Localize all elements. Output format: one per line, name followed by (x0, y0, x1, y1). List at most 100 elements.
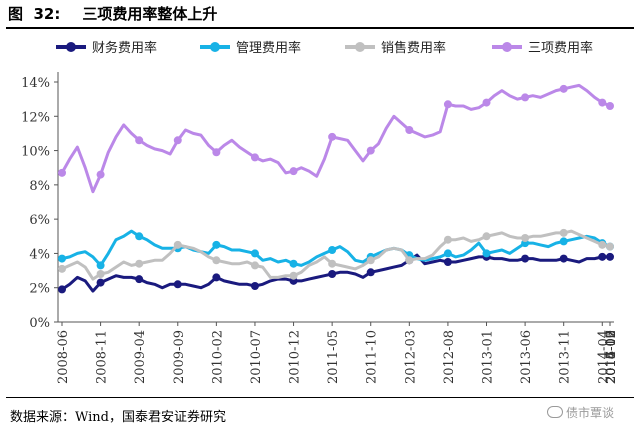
data-point (443, 258, 452, 266)
legend-label: 财务费用率 (92, 40, 157, 56)
data-point (521, 254, 530, 263)
x-tick-label: 2017-03 (604, 330, 619, 384)
data-point (96, 278, 105, 287)
legend-label: 三项费用率 (528, 40, 593, 56)
series-line (61, 229, 611, 267)
data-point (173, 136, 182, 145)
x-tick-label: 2015-12 (604, 330, 619, 384)
x-tick-label: 2010-07 (249, 330, 264, 384)
x-tick-label: 2014-09 (604, 330, 619, 384)
data-point (328, 259, 337, 268)
data-point (96, 270, 105, 278)
data-point (328, 246, 337, 254)
data-point (606, 102, 614, 110)
line-chart: 财务费用率 管理费用率 销售费用率 三项费用率 0% 2% 4% 6% 8% 10% 12% 14%… (21, 40, 619, 384)
x-tick-label: 2014-04 (596, 330, 611, 384)
series-line (60, 83, 611, 194)
data-point (443, 235, 452, 244)
data-point (173, 280, 182, 289)
data-point (212, 240, 221, 249)
data-point (559, 84, 568, 93)
data-point (559, 254, 568, 263)
y-tick-label: 6% (29, 213, 50, 228)
data-point (135, 275, 144, 284)
data-point (521, 93, 530, 102)
x-tick-label: 2013-01 (481, 330, 496, 384)
y-tick-label: 8% (29, 179, 50, 194)
data-point (58, 285, 66, 294)
data-point (58, 264, 66, 273)
legend-label: 管理费用率 (236, 40, 301, 56)
data-point (328, 270, 337, 278)
data-point (289, 167, 298, 176)
legend-item: 销售费用率 (345, 40, 446, 56)
x-tick-label: 2010-02 (210, 330, 225, 384)
series-group (58, 83, 614, 194)
x-tick-label: 2008-11 (95, 330, 110, 384)
data-point (598, 252, 607, 261)
data-point (482, 232, 491, 241)
x-tick-label: 2011-05 (326, 330, 341, 384)
legend-swatch-marker (502, 42, 512, 52)
x-tick-label: 2009-04 (133, 330, 148, 384)
data-point (559, 228, 568, 237)
data-point (212, 256, 221, 265)
data-point (250, 261, 259, 270)
y-tick-label: 2% (29, 282, 50, 297)
data-point (598, 98, 607, 107)
data-point (328, 132, 337, 141)
x-tick-label: 2012-08 (442, 330, 457, 384)
legend-swatch-marker (66, 42, 76, 52)
watermark-text: 债市覃谈 (565, 406, 614, 420)
data-point (58, 168, 66, 177)
data-point (289, 271, 298, 280)
x-tick-label: 2015-07 (604, 330, 619, 384)
data-point (606, 242, 614, 251)
source-note: 数据来源：Wind，国泰君安证券研究 (10, 410, 226, 425)
data-point (482, 249, 491, 258)
y-tick-label: 14% (21, 76, 50, 91)
data-point (366, 146, 375, 155)
data-point (250, 282, 259, 290)
data-point (212, 273, 221, 282)
chart-legend: 财务费用率 管理费用率 销售费用率 三项费用率 (56, 40, 593, 56)
y-tick-label: 0% (29, 316, 50, 331)
chart-axes: 0% 2% 4% 6% 8% 10% 12% 14% 2008-06 2008-11 2009-04… (21, 72, 619, 384)
data-point (250, 249, 259, 258)
legend-swatch-marker (210, 42, 220, 52)
data-point (289, 259, 298, 268)
x-tick-label: 2009-09 (172, 330, 187, 384)
data-point (598, 240, 607, 249)
x-tick-label: 2008-06 (56, 330, 71, 384)
data-point (58, 254, 66, 263)
x-tick-label: 2016-10 (604, 330, 619, 384)
source-rule (6, 397, 634, 398)
legend-item: 管理费用率 (200, 40, 301, 56)
data-point (96, 170, 105, 179)
legend-item: 三项费用率 (492, 40, 593, 56)
data-point (135, 259, 144, 268)
data-point (366, 268, 375, 277)
data-point (405, 126, 414, 134)
data-point (96, 261, 105, 270)
legend-swatch-marker (355, 42, 365, 52)
data-point (521, 234, 530, 242)
x-tick-label: 2010-12 (288, 330, 303, 384)
data-point (443, 249, 452, 258)
series-group (58, 252, 614, 294)
x-tick-label: 2016-05 (604, 330, 619, 384)
data-point (482, 98, 491, 107)
x-tick-label: 2013-11 (558, 330, 573, 384)
figure-title: 图 32: 三项费用率整体上升 (8, 2, 632, 26)
x-tick-label: 2012-03 (403, 330, 418, 384)
data-point (135, 232, 144, 241)
figure-title-text: 三项费用率整体上升 (82, 5, 218, 23)
x-tick-label: 2015-02 (604, 330, 619, 384)
data-point (173, 240, 182, 249)
data-point (135, 136, 144, 145)
data-point (606, 252, 614, 261)
y-tick-label: 4% (29, 247, 50, 262)
data-point (443, 100, 452, 109)
data-point (212, 148, 221, 157)
y-tick-label: 12% (21, 110, 50, 125)
